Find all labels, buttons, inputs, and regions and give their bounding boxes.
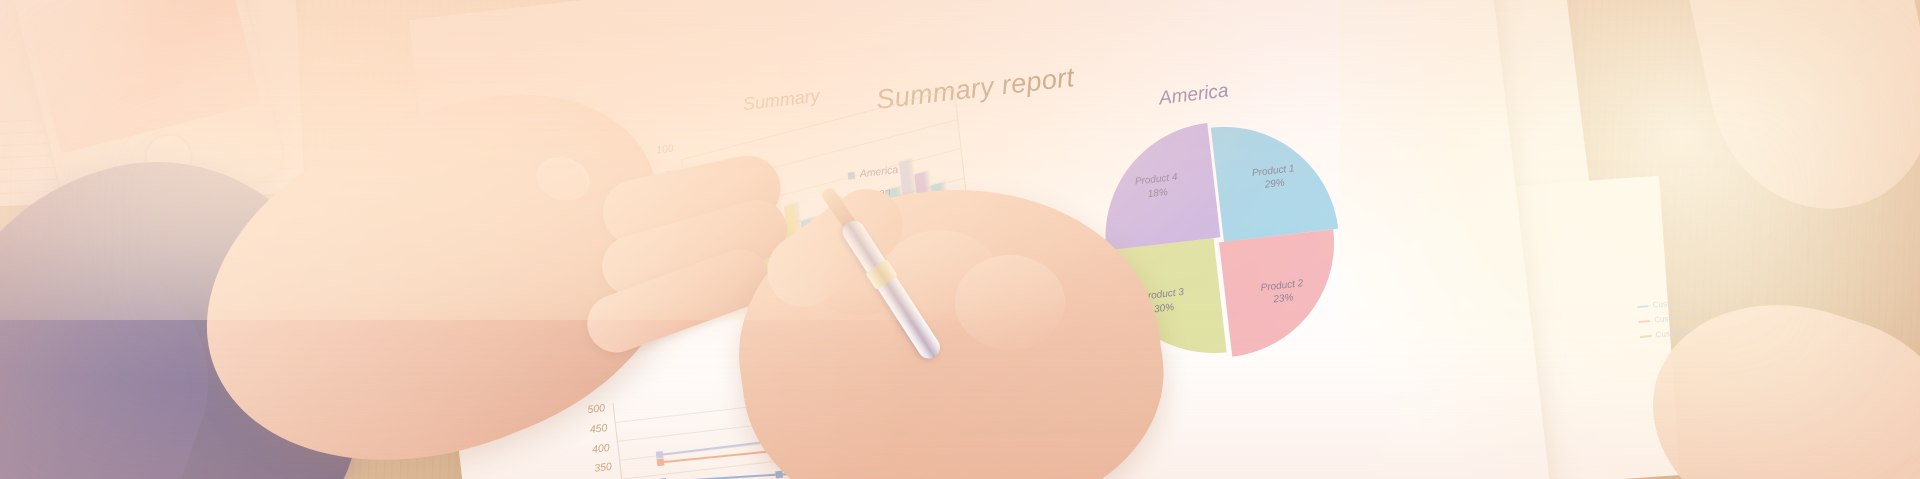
pie-slice-percent: 18% — [1147, 186, 1169, 201]
line-y-tick: 450 — [589, 421, 608, 436]
line-y-tick: 350 — [593, 461, 613, 475]
legend-swatch-icon — [847, 171, 856, 180]
line-y-tick: 400 — [591, 441, 611, 456]
pie-slice-percent: 23% — [1272, 292, 1295, 306]
bar-chart-title: Summary — [741, 85, 821, 115]
pie-chart-title: America — [1157, 80, 1230, 110]
mini-legend-swatch-icon — [1639, 334, 1652, 339]
pie-slice-percent: 30% — [1153, 301, 1175, 316]
mini-legend-swatch-icon — [1636, 305, 1650, 309]
pie-slice-percent: 29% — [1264, 177, 1286, 192]
mini-legend-swatch-icon — [1638, 320, 1651, 324]
right-hand-knuckle-3 — [955, 255, 1065, 350]
pie-slice: Product 1 29% — [1210, 114, 1338, 242]
pie-slice: Product 4 18% — [1093, 123, 1221, 251]
line-marker — [655, 450, 664, 459]
legend-label: America — [859, 163, 899, 181]
line-marker — [775, 470, 783, 479]
pie-slice: Product 2 23% — [1219, 229, 1347, 357]
line-marker — [656, 458, 665, 467]
